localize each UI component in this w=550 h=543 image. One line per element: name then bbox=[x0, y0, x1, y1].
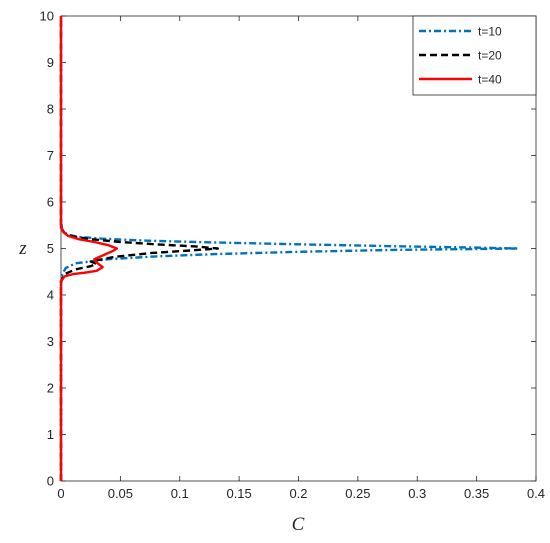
x-tick-label: 0.3 bbox=[408, 486, 426, 501]
x-tick-label: 0.35 bbox=[464, 486, 489, 501]
y-tick-label: 9 bbox=[47, 55, 54, 70]
legend-label: t=10 bbox=[478, 25, 502, 39]
x-tick-label: 0 bbox=[57, 486, 64, 501]
legend: t=10 t=20 t=40 bbox=[412, 15, 537, 96]
y-tick-label: 3 bbox=[47, 334, 54, 349]
y-axis-ticks: 0 1 2 3 4 5 6 7 8 9 10 bbox=[40, 9, 536, 489]
y-tick-label: 2 bbox=[47, 381, 54, 396]
series-layer bbox=[59, 16, 520, 481]
x-tick-label: 0.15 bbox=[226, 486, 251, 501]
x-axis-label: C bbox=[292, 514, 305, 535]
y-tick-label: 0 bbox=[47, 474, 54, 489]
x-axis-ticks: 0 0.05 0.1 0.15 0.2 0.25 0.3 0.35 0.4 bbox=[57, 16, 545, 501]
x-tick-label: 0.1 bbox=[171, 486, 189, 501]
legend-label: t=20 bbox=[478, 49, 502, 63]
x-tick-label: 0.05 bbox=[108, 486, 133, 501]
x-tick-label: 0.2 bbox=[289, 486, 307, 501]
x-tick-label: 0.4 bbox=[527, 486, 545, 501]
y-tick-label: 5 bbox=[47, 241, 54, 256]
y-tick-label: 10 bbox=[40, 9, 54, 24]
y-tick-label: 8 bbox=[47, 102, 54, 117]
y-tick-label: 6 bbox=[47, 195, 54, 210]
y-tick-label: 1 bbox=[47, 427, 54, 442]
series-line-t-40 bbox=[59, 16, 118, 481]
legend-label: t=40 bbox=[478, 73, 502, 87]
y-axis-label: z bbox=[18, 238, 27, 259]
y-tick-label: 4 bbox=[47, 288, 54, 303]
y-tick-label: 7 bbox=[47, 148, 54, 163]
x-tick-label: 0.25 bbox=[345, 486, 370, 501]
